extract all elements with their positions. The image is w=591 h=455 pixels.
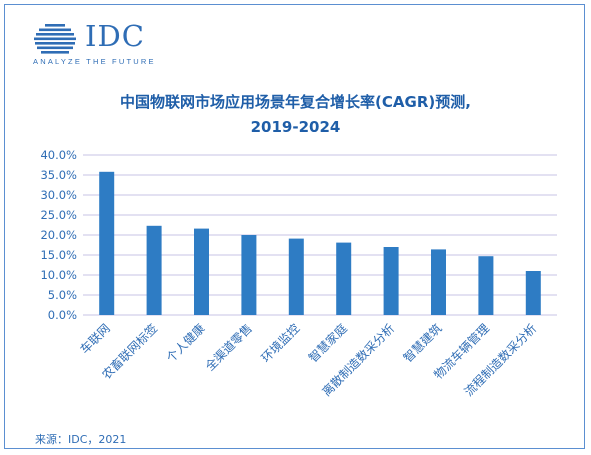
logo-tagline: ANALYZE THE FUTURE bbox=[33, 57, 156, 66]
chart-title-line2: 2019-2024 bbox=[250, 118, 341, 136]
bar bbox=[431, 249, 446, 315]
y-tick-label: 15.0% bbox=[40, 248, 77, 262]
globe-icon bbox=[34, 24, 76, 54]
bar bbox=[478, 256, 494, 315]
bar-chart: 0.0% 5.0% 10.0% 15.0% 20.0% 25.0% 30.0% 35.0% 40… bbox=[40, 148, 557, 399]
bar bbox=[241, 235, 257, 315]
x-tick-label: 车联网 bbox=[77, 321, 113, 357]
x-tick-label: 智慧建筑 bbox=[400, 321, 445, 366]
source-note: 来源：IDC，2021 bbox=[35, 433, 127, 446]
x-tick-label: 个人健康 bbox=[163, 321, 208, 366]
bar bbox=[288, 238, 304, 315]
bar bbox=[99, 171, 115, 315]
bar bbox=[194, 228, 209, 315]
x-tick-label: 环境监控 bbox=[258, 321, 303, 366]
y-tick-label: 35.0% bbox=[40, 168, 77, 182]
chart-frame: IDC ANALYZE THE FUTURE 中国物联网市场应用场景年复合增长率… bbox=[4, 4, 585, 449]
idc-logo: IDC ANALYZE THE FUTURE bbox=[31, 19, 171, 69]
bar bbox=[146, 225, 162, 315]
y-tick-label: 30.0% bbox=[40, 188, 77, 202]
chart-title-line1: 中国物联网市场应用场景年复合增长率(CAGR)预测, bbox=[120, 93, 471, 111]
logo-wordmark: IDC bbox=[85, 19, 145, 53]
y-tick-label: 40.0% bbox=[40, 148, 77, 162]
y-tick-label: 0.0% bbox=[48, 308, 77, 322]
x-tick-label: 智慧家庭 bbox=[305, 321, 350, 366]
bar bbox=[525, 271, 541, 315]
y-tick-label: 5.0% bbox=[48, 288, 77, 302]
x-tick-label: 全渠道零售 bbox=[202, 321, 255, 374]
bar bbox=[383, 247, 399, 315]
y-tick-label: 25.0% bbox=[40, 208, 77, 222]
y-tick-label: 10.0% bbox=[40, 268, 77, 282]
y-tick-label: 20.0% bbox=[40, 228, 77, 242]
bar bbox=[336, 242, 352, 315]
